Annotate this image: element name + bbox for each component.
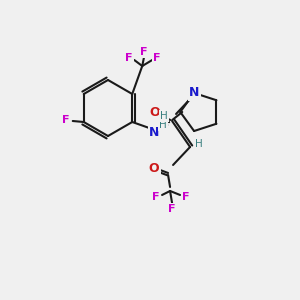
Text: F: F [152, 192, 160, 202]
Text: H: H [195, 139, 203, 149]
Text: F: F [154, 53, 161, 63]
Text: F: F [62, 115, 70, 125]
Text: N: N [189, 86, 199, 100]
Text: H: H [159, 120, 167, 130]
Text: N: N [149, 125, 159, 139]
Text: O: O [149, 163, 159, 176]
Text: F: F [168, 204, 176, 214]
Text: F: F [125, 53, 133, 63]
Text: O: O [149, 106, 160, 118]
Text: F: F [182, 192, 190, 202]
Text: H: H [160, 111, 168, 121]
Text: F: F [140, 47, 148, 57]
